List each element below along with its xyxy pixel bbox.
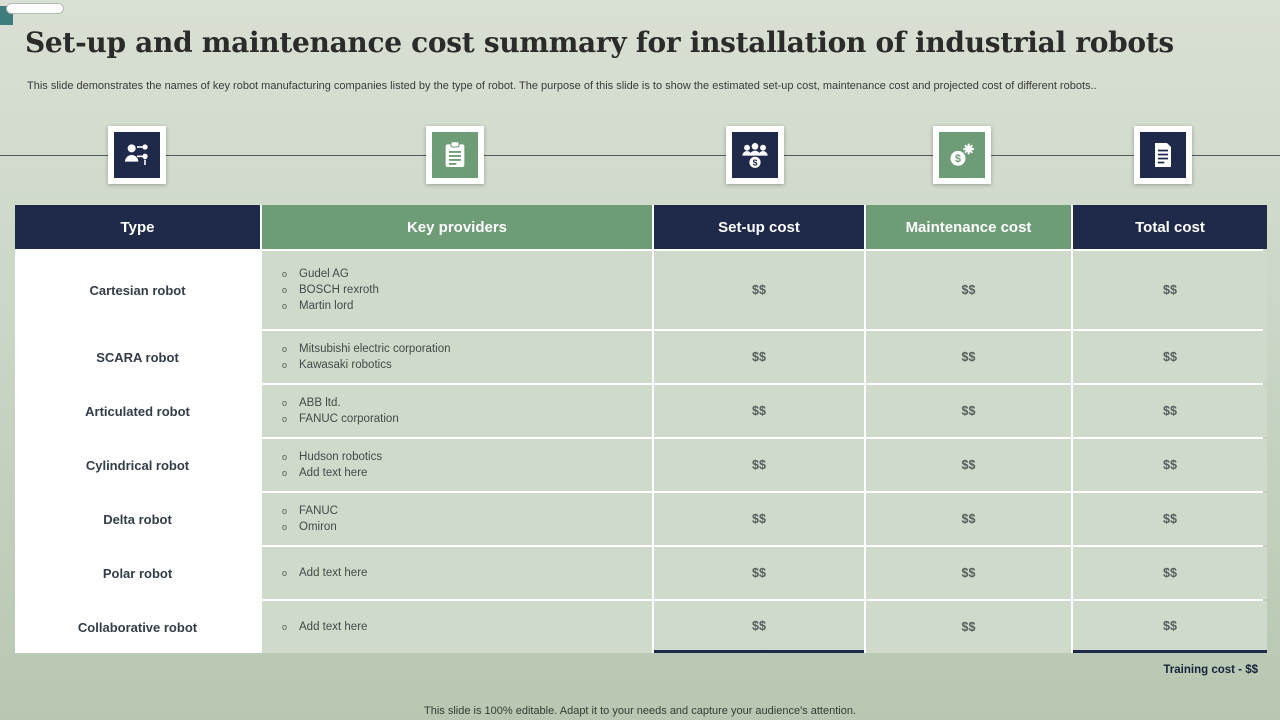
robot-type-cell: Polar robot bbox=[15, 547, 260, 599]
icon-tile-1 bbox=[108, 126, 166, 184]
provider-item: FANUC bbox=[276, 503, 338, 519]
header-type: Type bbox=[15, 205, 260, 249]
key-providers-cell: FANUCOmiron bbox=[262, 493, 652, 545]
maintenance-cost-cell: $$ bbox=[866, 385, 1071, 437]
key-providers-cell: Mitsubishi electric corporationKawasaki … bbox=[262, 331, 652, 383]
robot-type-cell: Articulated robot bbox=[15, 385, 260, 437]
setup-cost-cell: $$ bbox=[654, 439, 864, 491]
setup-cost-cell: $$ bbox=[654, 493, 864, 545]
provider-item: Mitsubishi electric corporation bbox=[276, 341, 450, 357]
maintenance-cost-cell: $$ bbox=[866, 439, 1071, 491]
maintenance-cost-cell: $$ bbox=[866, 547, 1071, 599]
svg-text:$: $ bbox=[753, 158, 758, 168]
icon-tile-2 bbox=[426, 126, 484, 184]
total-cost-cell: $$ bbox=[1073, 385, 1267, 437]
key-providers-cell: Hudson roboticsAdd text here bbox=[262, 439, 652, 491]
maintenance-cost-cell: $$ bbox=[866, 331, 1071, 383]
robot-type-cell: SCARA robot bbox=[15, 331, 260, 383]
header-set-up-cost: Set-up cost bbox=[654, 205, 864, 249]
footer-note: This slide is 100% editable. Adapt it to… bbox=[424, 705, 856, 717]
setup-cost-cell: $$ bbox=[654, 547, 864, 599]
header-maintenance-cost: Maintenance cost bbox=[866, 205, 1071, 249]
icon-tile-3: $ bbox=[726, 126, 784, 184]
total-cost-cell: $$ bbox=[1073, 547, 1267, 599]
robot-type-cell: Cylindrical robot bbox=[15, 439, 260, 491]
provider-item: BOSCH rexroth bbox=[276, 282, 379, 298]
provider-item: Omiron bbox=[276, 519, 338, 535]
setup-cost-cell: $$ bbox=[654, 385, 864, 437]
total-cost-cell: $$ bbox=[1073, 439, 1267, 491]
page-title: Set-up and maintenance cost summary for … bbox=[25, 26, 1174, 59]
person-flow-icon bbox=[114, 132, 160, 178]
people-dollar-icon: $ bbox=[732, 132, 778, 178]
provider-item: ABB ltd. bbox=[276, 395, 399, 411]
key-providers-cell: Add text here bbox=[262, 547, 652, 599]
corner-pill-shape bbox=[6, 3, 64, 14]
robot-type-cell: Cartesian robot bbox=[15, 251, 260, 329]
training-cost-note: Training cost - $$ bbox=[1163, 664, 1258, 676]
provider-item: Gudel AG bbox=[276, 266, 379, 282]
total-cost-cell: $$ bbox=[1073, 331, 1267, 383]
setup-cost-cell: $$ bbox=[654, 331, 864, 383]
provider-item: FANUC corporation bbox=[276, 411, 399, 427]
key-providers-cell: ABB ltd.FANUC corporation bbox=[262, 385, 652, 437]
robot-type-cell: Delta robot bbox=[15, 493, 260, 545]
clipboard-icon bbox=[432, 132, 478, 178]
timeline-divider bbox=[0, 155, 1280, 156]
provider-item: Martin lord bbox=[276, 298, 379, 314]
setup-cost-cell: $$ bbox=[654, 251, 864, 329]
provider-item: Kawasaki robotics bbox=[276, 357, 451, 373]
key-providers-cell: Gudel AGBOSCH rexrothMartin lord bbox=[262, 251, 652, 329]
header-key-providers: Key providers bbox=[262, 205, 652, 249]
header-total-cost: Total cost bbox=[1073, 205, 1267, 249]
add-text-placeholder[interactable]: Add text here bbox=[276, 465, 382, 481]
total-cost-cell: $$ bbox=[1073, 493, 1267, 545]
slide-description: This slide demonstrates the names of key… bbox=[27, 80, 1097, 92]
maintenance-cost-cell: $$ bbox=[866, 251, 1071, 329]
robot-type-cell: Collaborative robot bbox=[15, 601, 260, 653]
add-text-placeholder[interactable]: Add text here bbox=[276, 565, 367, 581]
icon-tile-4: $ bbox=[933, 126, 991, 184]
document-icon bbox=[1140, 132, 1186, 178]
setup-cost-cell: $$ bbox=[654, 601, 864, 653]
svg-text:$: $ bbox=[955, 153, 961, 165]
maintenance-cost-cell: $$ bbox=[866, 601, 1071, 653]
total-cost-cell: $$ bbox=[1073, 251, 1267, 329]
provider-item: Hudson robotics bbox=[276, 449, 382, 465]
cost-table: Type Key providers Set-up cost Maintenance … bbox=[15, 205, 1267, 653]
add-text-placeholder[interactable]: Add text here bbox=[276, 619, 367, 635]
key-providers-cell: Add text here bbox=[262, 601, 652, 653]
money-gear-icon: $ bbox=[939, 132, 985, 178]
maintenance-cost-cell: $$ bbox=[866, 493, 1071, 545]
total-cost-cell: $$ bbox=[1073, 601, 1267, 653]
icon-tile-5 bbox=[1134, 126, 1192, 184]
